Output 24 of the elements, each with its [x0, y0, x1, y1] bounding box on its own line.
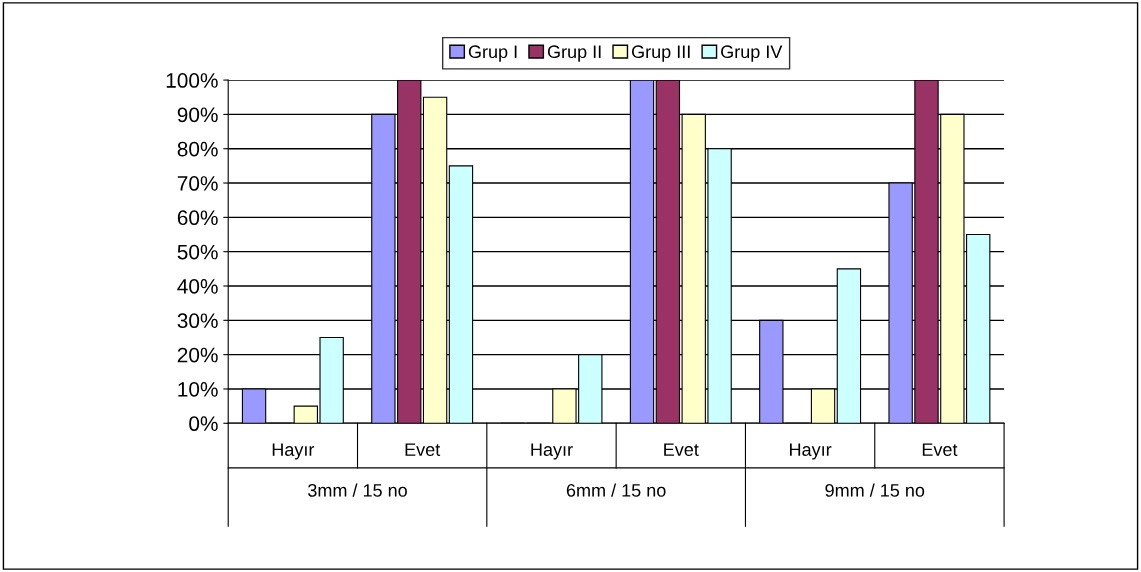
text: 6mm / 15 no: [566, 483, 666, 497]
y-tick-label: 20%: [177, 347, 218, 363]
x-tick-label: Evet: [664, 443, 699, 456]
legend-label: Grup II: [547, 45, 601, 62]
x-tick-label: Hayır: [790, 443, 832, 460]
y-tick-label: 30%: [177, 313, 218, 329]
y-tick-label: 70%: [177, 176, 218, 191]
y-tick-label: 90%: [177, 107, 218, 123]
x-tick-label: Evet: [405, 443, 441, 456]
text: 3mm / 15 no: [308, 483, 407, 497]
y-tick-label: 80%: [177, 141, 218, 157]
x-tick-label: Hayır: [531, 443, 573, 460]
y-tick-label: 10%: [178, 381, 218, 397]
legend-label: Grup III: [631, 45, 690, 62]
y-tick-label: 0%: [189, 416, 218, 432]
legend-label: Grup IV: [721, 45, 783, 62]
y-tick-label: 40%: [177, 279, 218, 294]
text: 9mm / 15 no: [825, 483, 925, 497]
x-tick-label: Evet: [922, 443, 958, 456]
y-tick-label: 60%: [177, 210, 218, 226]
x-tick-label: Hayır: [272, 443, 315, 460]
y-tick-label: 100%: [166, 73, 218, 88]
legend-label: Grup I: [468, 45, 517, 62]
y-tick-label: 50%: [177, 244, 218, 260]
